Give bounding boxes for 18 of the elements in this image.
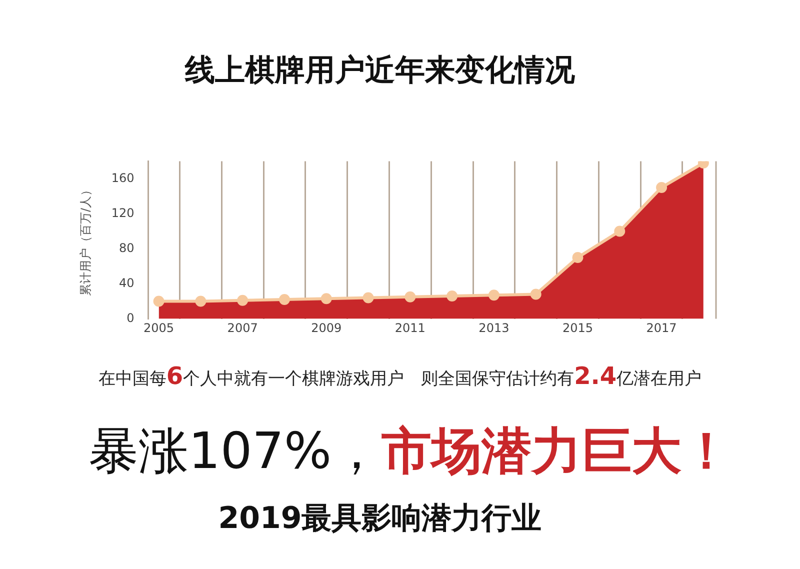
y-tick-label: 80 [119, 240, 134, 255]
x-tick-label: 2017 [646, 321, 677, 336]
y-tick-label: 160 [111, 170, 134, 185]
y-tick-label: 120 [111, 206, 134, 220]
y-tick-label: 0 [126, 310, 134, 325]
chart-title: 线上棋牌用户近年来变化情况 [184, 52, 576, 90]
x-tick-label: 2011 [394, 321, 426, 336]
text: 暴涨107%， [88, 422, 382, 480]
text: 2019最具影响潜力行业 [217, 500, 543, 538]
x-tick-label: 2007 [227, 321, 258, 336]
x-tick-label: 2005 [144, 321, 174, 336]
text: 市场潜力巨大！ [381, 422, 732, 480]
y-axis-title: 累计用户（百万/人） [78, 184, 92, 296]
x-tick-label: 2013 [478, 321, 510, 336]
y-tick-label: 40 [119, 276, 134, 290]
x-tick-label: 2015 [562, 321, 594, 336]
text: 在中国每6个人中就有一个棋牌游戏用户 则全国保守估计约有2.4亿潜在用户 [98, 362, 702, 390]
x-tick-label: 2009 [311, 321, 342, 336]
